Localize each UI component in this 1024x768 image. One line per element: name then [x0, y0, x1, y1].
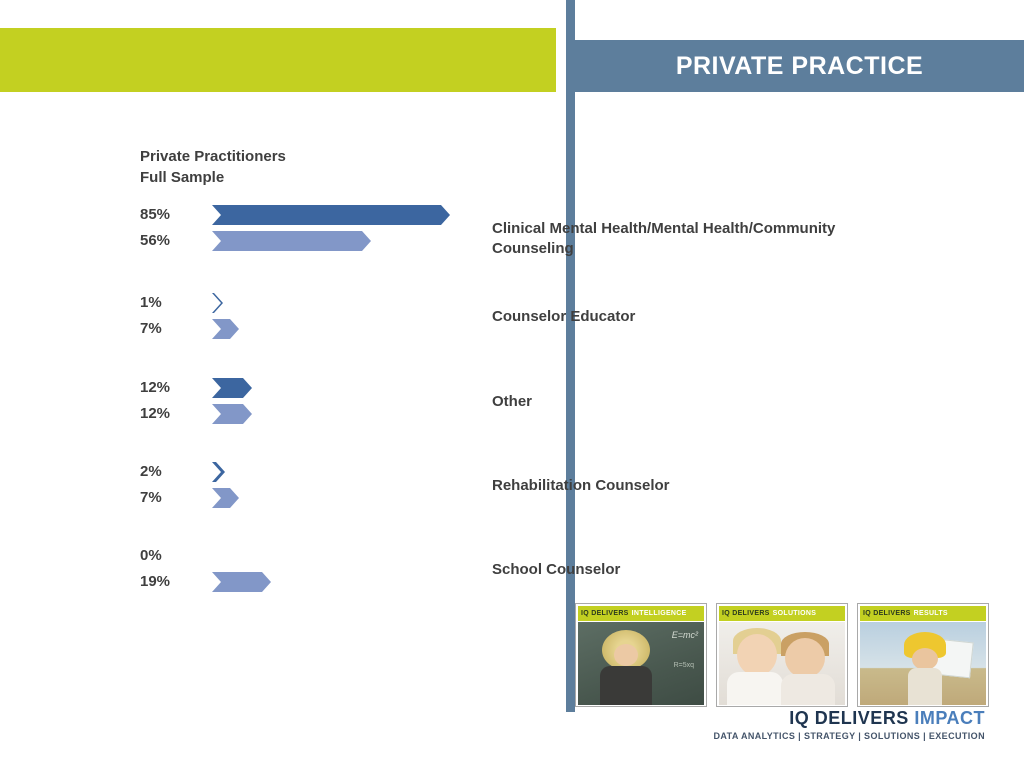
- title-bar: PRIVATE PRACTICE: [575, 40, 1024, 92]
- card-header-prefix: IQ DELIVERS: [581, 610, 629, 617]
- brand-logo: IQ DELIVERS IMPACT: [789, 708, 985, 729]
- card-intelligence-header: IQ DELIVERS INTELLIGENCE: [578, 606, 704, 621]
- yellow-banner: [0, 28, 556, 92]
- page-title: PRIVATE PRACTICE: [675, 51, 924, 80]
- bar-full-sample: [212, 404, 252, 424]
- category-label: Rehabilitation Counselor: [492, 477, 670, 494]
- category-label: Other: [492, 393, 533, 410]
- bar-private-practitioners: [212, 293, 223, 313]
- category-label: School Counselor: [492, 561, 621, 578]
- category-label: Clinical Mental Health/Mental Health/Com…: [492, 220, 836, 257]
- brand-tagline: DATA ANALYTICS | STRATEGY | SOLUTIONS | …: [713, 731, 985, 741]
- kid-body: [908, 668, 942, 705]
- value-label: 56%: [140, 232, 171, 249]
- legend-series-2: Full Sample: [140, 169, 225, 186]
- value-label: 1%: [140, 294, 162, 311]
- chalk-formula-2: R=5xq: [673, 662, 694, 669]
- value-label: 12%: [140, 379, 171, 396]
- card-intelligence: IQ DELIVERS INTELLIGENCE E=mc² R=5xq: [575, 603, 707, 707]
- value-label: 2%: [140, 463, 162, 480]
- card-results-header: IQ DELIVERS RESULTS: [860, 606, 986, 621]
- card-photo-chalkboard: E=mc² R=5xq: [578, 622, 704, 705]
- category-label: Counselor Educator: [492, 308, 636, 325]
- legend-series-1: Private Practitioners: [140, 148, 286, 165]
- card-photo-whisper: [719, 622, 845, 705]
- brand-word: IMPACT: [914, 708, 985, 728]
- bar-full-sample: [212, 572, 271, 592]
- chart-row: 85% 56% Clinical Mental Health/Mental Heal…: [140, 205, 872, 259]
- value-label: 19%: [140, 573, 171, 590]
- chart-row: 12% 12% Other: [140, 378, 872, 430]
- card-header-prefix: IQ DELIVERS: [722, 610, 770, 617]
- kid-face: [785, 638, 825, 678]
- kid-face: [614, 644, 638, 666]
- bar-full-sample: [212, 319, 239, 339]
- chart-legend: Private Practitioners Full Sample: [140, 146, 286, 188]
- value-label: 7%: [140, 320, 162, 337]
- bar-full-sample: [212, 231, 371, 251]
- vertical-divider: [566, 0, 575, 712]
- kid-face: [737, 634, 777, 676]
- chalk-formula: E=mc²: [671, 630, 698, 640]
- chart-row: 1% 7% Counselor Educator: [140, 293, 872, 345]
- bar-private-practitioners: [212, 378, 252, 398]
- card-solutions-header: IQ DELIVERS SOLUTIONS: [719, 606, 845, 621]
- kid-face: [912, 648, 938, 670]
- bar-private-practitioners: [212, 462, 225, 482]
- card-photo-hardhat: [860, 622, 986, 705]
- value-label: 0%: [140, 547, 162, 564]
- kid-body: [727, 672, 783, 705]
- bar-full-sample: [212, 488, 239, 508]
- bar-private-practitioners: [212, 205, 450, 225]
- card-header-word: INTELLIGENCE: [631, 610, 687, 617]
- value-label: 12%: [140, 405, 171, 422]
- card-header-word: RESULTS: [913, 610, 948, 617]
- chart-row: 0% 19% School Counselor: [140, 546, 872, 598]
- value-label: 85%: [140, 206, 171, 223]
- card-header-word: SOLUTIONS: [772, 610, 817, 617]
- kid-body: [600, 666, 652, 705]
- brand-prefix: IQ DELIVERS: [789, 708, 915, 728]
- card-results: IQ DELIVERS RESULTS: [857, 603, 989, 707]
- card-header-prefix: IQ DELIVERS: [863, 610, 911, 617]
- value-label: 7%: [140, 489, 162, 506]
- footer-cards: IQ DELIVERS INTELLIGENCE E=mc² R=5xq IQ …: [575, 603, 989, 707]
- card-solutions: IQ DELIVERS SOLUTIONS: [716, 603, 848, 707]
- chart-row: 2% 7% Rehabilitation Counselor: [140, 462, 872, 514]
- kid-body: [781, 674, 835, 705]
